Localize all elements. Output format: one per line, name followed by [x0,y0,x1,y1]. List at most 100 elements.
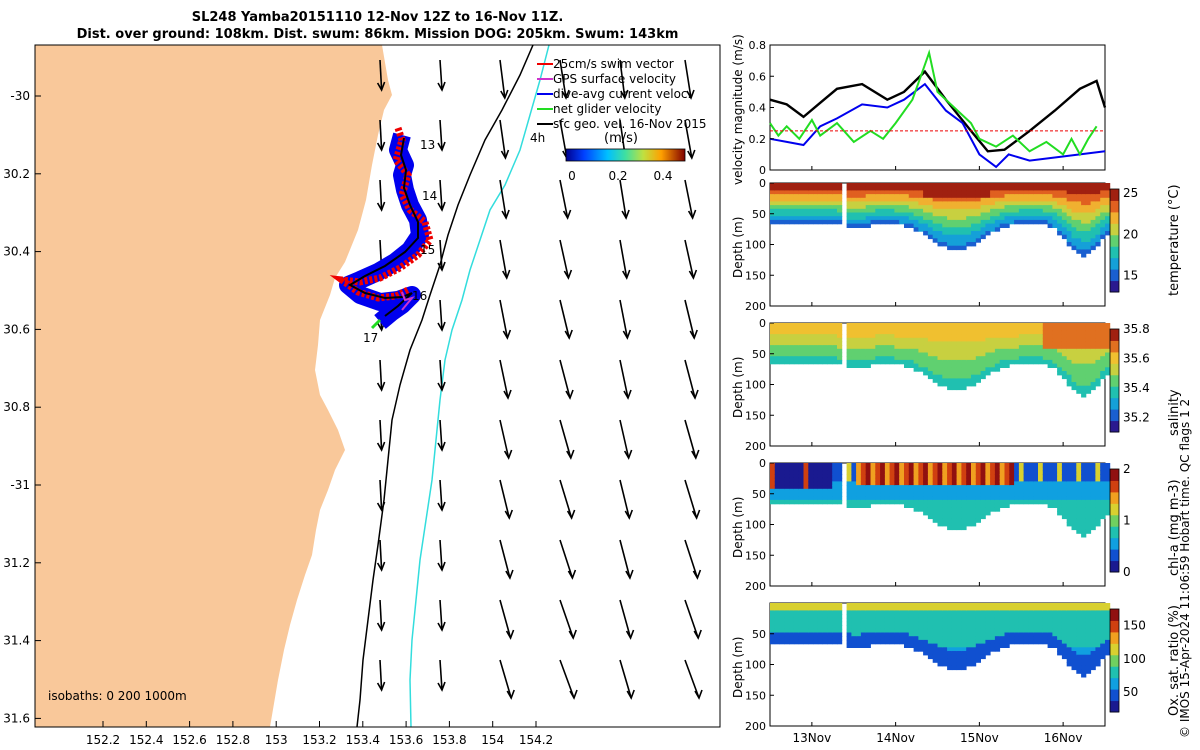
colorbar-label: salinity [1167,389,1182,436]
glider-track-map: 13 14 15 16 17 4h 25cm/s swim vector GPS… [3,44,721,747]
svg-text:GPS surface velocity: GPS surface velocity [553,72,676,86]
sfc-velocity-arrow [619,299,632,340]
section-colorbar [1109,328,1120,433]
sfc-velocity-arrow [437,359,446,392]
colorbar-tick: 20 [1123,227,1138,241]
velocity-y-tick: 0.2 [749,133,767,146]
section-ylabel: Depth (m) [731,637,745,698]
map-x-tick: 153.4 [346,733,380,747]
sfc-velocity-arrow [437,599,446,632]
sfc-velocity-arrow [376,59,386,92]
section-y-tick: 100 [745,519,766,532]
velocity-y-tick: 0.8 [749,39,767,52]
gps-velocity-marks [401,291,415,311]
day-tick-label: 13Nov [793,731,832,745]
colorbar-tick: 35.6 [1123,351,1150,365]
sfc-velocity-arrow [619,239,631,280]
section-y-tick: 100 [745,379,766,392]
sfc-velocity-arrow [559,479,576,520]
section-y-tick: 0 [759,177,766,190]
sfc-velocity-arrow [619,479,634,520]
day-label-14: 14 [422,189,437,203]
section-y-tick: 200 [745,720,766,733]
sfc-velocity-arrow [376,419,386,452]
legend-sfc-geo-velocity: sfc geo. vel. 16-Nov 2015 [537,117,706,131]
map-x-tick: 153 [265,733,288,747]
sfc-velocity-arrow [499,599,515,640]
sfc-velocity-arrow [684,359,699,400]
section-y-tick: 0 [759,457,766,470]
map-y-tick: 31.2 [3,556,30,570]
section-data-field [770,183,1111,258]
section-data-field [770,463,1111,538]
colorbar-tick-02: 0.2 [608,169,627,183]
sfc-velocity-arrow [684,119,696,160]
section-y-tick: 50 [752,348,766,361]
day-tick-label: 14Nov [876,731,915,745]
sfc-velocity-arrow [619,59,629,100]
velocity-axes-frame [769,44,1106,171]
glider-track [329,126,434,330]
map-y-tick: -30 [10,89,30,103]
sfc-velocity-arrow [559,599,577,640]
map-y-tick: 30.8 [3,400,30,414]
velocity-y-tick: 0.6 [749,70,767,83]
title-line-1: SL248 Yamba20151110 12-Nov 12Z to 16-Nov… [191,10,564,25]
section-panel: 50 100 150 200 Depth (m) 50 100 150 Ox. sat. rat… [731,602,1182,733]
section-data-field [770,323,1111,398]
sfc-velocity-arrow [376,479,386,512]
legend-dive-avg-current: dive-avg current veloc. [537,87,691,101]
sfc-velocity-arrow [559,179,572,220]
map-x-tick: 152.2 [86,733,120,747]
svg-text:25cm/s swim vector: 25cm/s swim vector [553,57,674,71]
isobath-note: isobaths: 0 200 1000m [48,689,187,703]
map-x-tick: 152.4 [129,733,163,747]
sfc-velocity-arrow [619,599,635,640]
sfc-velocity-arrow [684,539,702,580]
sfc-velocity-arrow [559,659,578,700]
colorbar-tick-0: 0 [568,169,576,183]
section-panel: 0 50 100 150 200 Depth (m) 0 1 2 chl-a (mg m-3) [731,457,1182,593]
section-y-tick: 0 [759,317,766,330]
day-label-13: 13 [420,138,435,152]
velocity-y-ticks: 0 0.2 0.4 0.6 0.8 [749,39,774,177]
section-y-tick: 50 [752,628,766,641]
isobath-1000m [409,45,550,727]
net-velocity-mark [370,318,382,330]
velocity-y-tick: 0 [759,164,766,177]
sfc-velocity-arrow [437,539,446,572]
sfc-velocity-arrow [499,239,511,280]
section-y-tick: 150 [745,269,766,282]
sfc-velocity-arrow [559,419,575,460]
day-tick-label: 15Nov [960,731,999,745]
sfc-velocity-arrow [684,419,700,460]
colorbar-tick: 0 [1123,565,1131,579]
colorbar-tick: 2 [1123,462,1131,476]
map-legend: 25cm/s swim vector GPS surface velocity … [537,57,706,183]
svg-text:net glider velocity: net glider velocity [553,102,661,116]
map-x-tick: 152.8 [216,733,250,747]
section-y-tick: 100 [745,239,766,252]
legend-net-glider-velocity: net glider velocity [537,102,661,116]
velocity-series-line [769,49,1098,157]
sfc-velocity-arrow [437,119,446,152]
map-x-tick: 154.2 [519,733,553,747]
colorbar-label: chl-a (mg m-3) [1167,479,1182,576]
map-y-tick: 31.6 [3,711,30,725]
legend-swim-vector: 25cm/s swim vector [537,57,674,71]
sfc-velocity-arrow [499,59,509,100]
sfc-velocity-arrow [559,239,573,280]
svg-text:dive-avg current veloc.: dive-avg current veloc. [553,87,691,101]
sfc-velocity-arrow [376,659,386,692]
map-x-tick: 152.6 [172,733,206,747]
colorbar-label: Ox. sat. ratio (%) [1167,605,1182,716]
sfc-velocity-arrow [376,119,386,152]
sfc-velocity-arrow [684,59,695,100]
section-panel: 0 50 100 150 200 Depth (m) 15 20 25 temperature (… [731,177,1182,313]
title-line-2: Dist. over ground: 108km. Dist. swum: 86… [76,27,679,42]
colorbar-label: temperature (°C) [1167,184,1182,296]
map-x-tick: 153.2 [302,733,336,747]
sfc-velocity-arrow [684,239,698,280]
map-y-tick: 30.2 [3,167,30,181]
colorbar-tick: 150 [1123,619,1146,633]
